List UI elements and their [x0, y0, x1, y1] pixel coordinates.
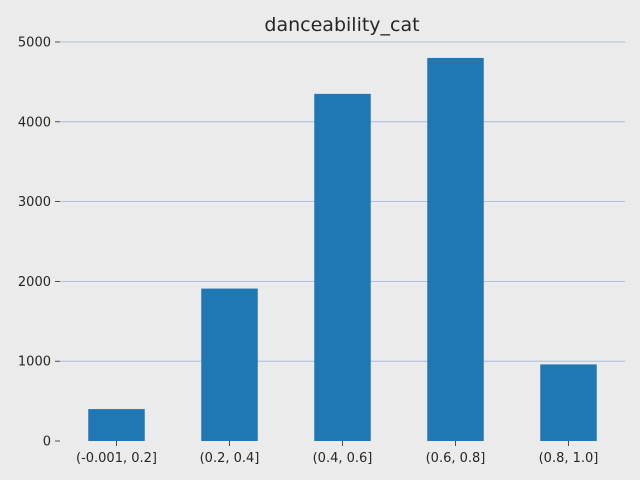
bar — [540, 364, 597, 441]
x-tick-label: (0.8, 1.0] — [539, 451, 599, 466]
x-tick-label: (0.6, 0.8] — [426, 451, 486, 466]
chart-title: danceability_cat — [264, 14, 419, 36]
y-tick-label: 4000 — [18, 115, 51, 130]
bar — [427, 57, 484, 442]
x-tick-label: (0.2, 0.4] — [200, 451, 260, 466]
y-tick-label: 0 — [43, 435, 51, 450]
x-tick-label: (0.4, 0.6] — [313, 451, 373, 466]
y-axis: 0 1000 2000 3000 4000 5000 — [18, 36, 60, 450]
bar — [88, 409, 145, 441]
x-tick-label: (-0.001, 0.2] — [76, 451, 157, 466]
y-tick-label: 1000 — [18, 355, 51, 370]
y-tick-label: 3000 — [18, 195, 51, 210]
bars — [88, 57, 597, 442]
y-tick-label: 2000 — [18, 275, 51, 290]
bar — [201, 288, 258, 441]
x-axis: (-0.001, 0.2] (0.2, 0.4] (0.4, 0.6] (0.6, 0… — [76, 441, 598, 466]
bar — [314, 93, 371, 442]
y-tick-label: 5000 — [18, 36, 51, 51]
